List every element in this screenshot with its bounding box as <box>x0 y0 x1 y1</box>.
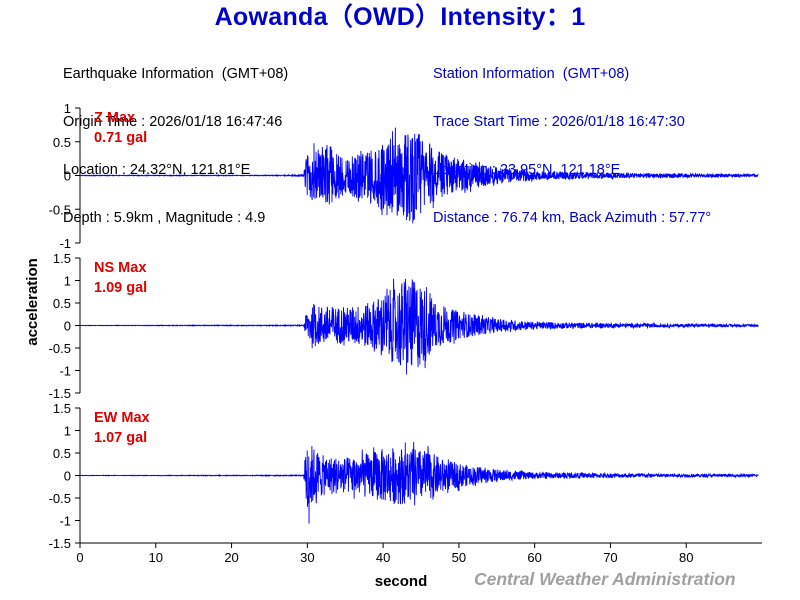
y-axis-label: acceleration <box>24 258 41 346</box>
y-tick-label: 1 <box>64 424 71 439</box>
y-tick-label: -0.5 <box>49 491 71 506</box>
y-tick-label: 0 <box>64 169 71 184</box>
max-value-ns: 1.09 gal <box>94 280 147 296</box>
y-tick-label: -1.5 <box>49 536 71 551</box>
panel-ns: 1.5 1 0.5 0 -0.5 -1 -1.5 NS Max 1.09 gal <box>49 251 759 401</box>
x-tick-label: 20 <box>224 550 238 565</box>
epicenter-location: Location : 24.32°N, 121.81°E <box>63 162 251 178</box>
y-tick-label: 0.5 <box>53 296 71 311</box>
max-value-ew: 1.07 gal <box>94 430 147 446</box>
earthquake-info-header: Earthquake Information (GMT+08) <box>63 66 289 82</box>
y-tick-label: 1.5 <box>53 251 71 266</box>
y-tick-label: 1.5 <box>53 401 71 416</box>
x-tick-label: 80 <box>679 550 693 565</box>
x-tick-label: 0 <box>76 550 83 565</box>
y-tick-label: 1 <box>64 274 71 289</box>
station-info-header: Station Information (GMT+08) <box>433 66 630 82</box>
y-tick-label: -1 <box>59 514 71 529</box>
y-tick-label: -0.5 <box>49 202 71 217</box>
x-tick-label: 10 <box>149 550 163 565</box>
x-axis-label: second <box>375 573 428 590</box>
max-label-ns: NS Max <box>94 260 146 276</box>
y-tick-label: 0 <box>64 469 71 484</box>
y-tick-label: 1 <box>64 101 71 116</box>
y-tick-label: 0.5 <box>53 135 71 150</box>
panel-z: 1 0.5 0 -0.5 -1 Z Max 0.71 gal <box>49 101 759 251</box>
max-value-z: 0.71 gal <box>94 130 147 146</box>
trace-ns <box>79 278 759 375</box>
plot-layer: 1 0.5 0 -0.5 -1 Z Max 0.71 gal 1.5 1 0.5 0 -0.5 -1 -1… <box>49 101 762 565</box>
agency-credit: Central Weather Administration <box>474 569 736 589</box>
trace-ew <box>79 441 759 524</box>
x-tick-label: 40 <box>376 550 390 565</box>
y-tick-label: -1 <box>59 364 71 379</box>
y-tick-label: 0.5 <box>53 446 71 461</box>
panel-ew: 1.5 1 0.5 0 -0.5 -1 -1.5 EW Max 1.07 gal <box>49 401 759 551</box>
y-tick-label: -1 <box>59 236 71 251</box>
x-tick-label: 60 <box>527 550 541 565</box>
max-label-ew: EW Max <box>94 410 150 426</box>
y-tick-label: -0.5 <box>49 341 71 356</box>
origin-time: Origin Time : 2026/01/18 16:47:46 <box>63 114 283 130</box>
x-tick-label: 30 <box>300 550 314 565</box>
depth-magnitude: Depth : 5.9km , Magnitude : 4.9 <box>63 210 266 226</box>
distance-azimuth: Distance : 76.74 km, Back Azimuth : 57.7… <box>433 210 712 226</box>
earthquake-info: Earthquake Information (GMT+08) Origin T… <box>63 34 288 242</box>
y-tick-label: 0 <box>64 319 71 334</box>
max-label-z: Z Max <box>94 110 135 126</box>
y-tick-label: -1.5 <box>49 386 71 401</box>
trace-start-time: Trace Start Time : 2026/01/18 16:47:30 <box>433 114 685 130</box>
trace-z <box>79 127 759 224</box>
x-tick-label: 70 <box>603 550 617 565</box>
x-tick-label: 50 <box>452 550 466 565</box>
chart-title: Aowanda（OWD）Intensity：1 <box>214 3 586 31</box>
